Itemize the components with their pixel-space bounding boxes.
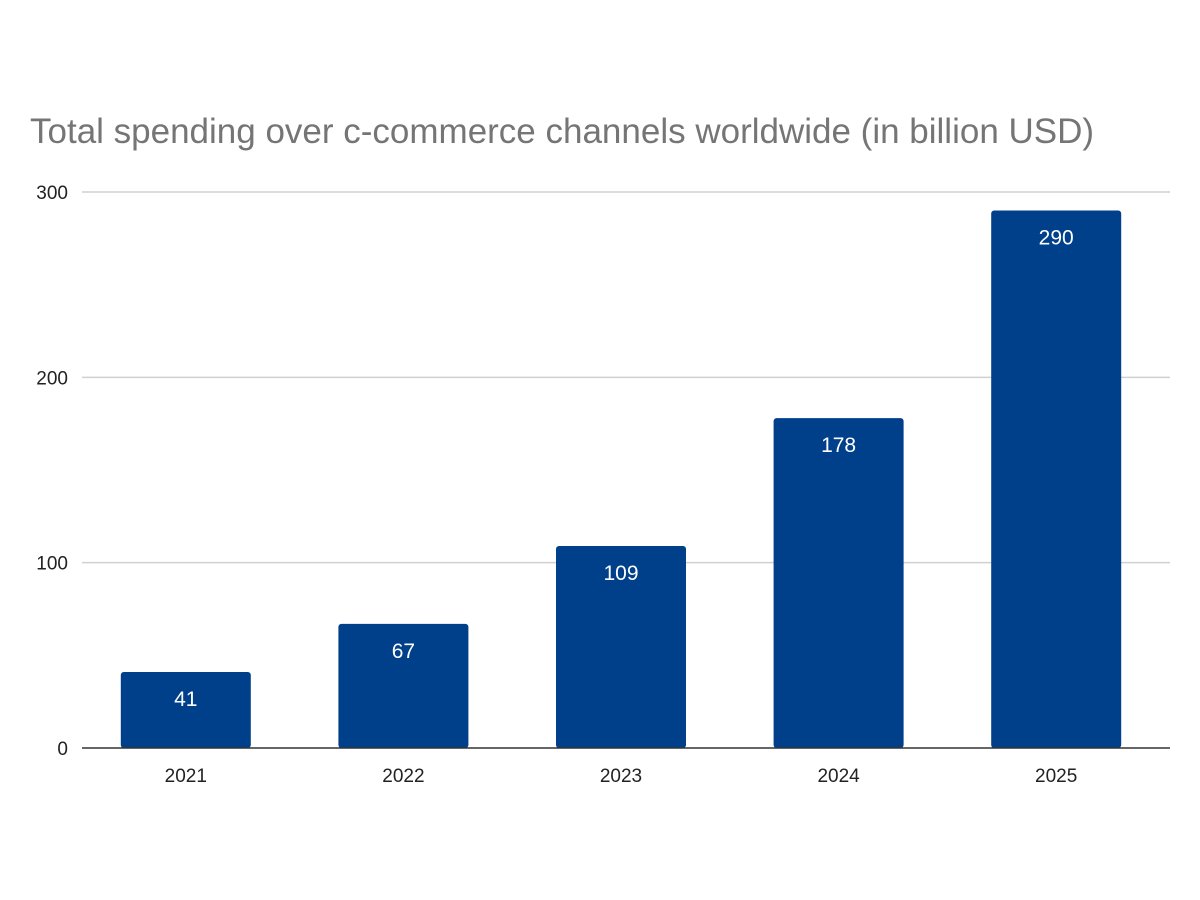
y-tick-label: 0	[57, 739, 68, 760]
bar-2023	[556, 545, 686, 748]
x-tick-label: 2023	[600, 766, 642, 787]
y-axis-ticks: 0 100 200 300	[36, 183, 68, 760]
bar-value-label: 67	[392, 640, 415, 663]
bar-value-label: 109	[603, 562, 638, 585]
y-tick-label: 300	[36, 183, 68, 204]
bar-value-label: 290	[1039, 227, 1074, 250]
bar-2025	[991, 210, 1122, 749]
bar-data-labels: 41 67 109 178 290	[174, 227, 1074, 711]
bar-2024	[773, 418, 904, 748]
x-axis-ticks: 2021 2022 2023 2024 2025	[165, 766, 1078, 787]
chart-title: Total spending over c-commerce channels …	[30, 112, 1095, 151]
x-tick-label: 2024	[817, 766, 860, 787]
x-tick-label: 2025	[1035, 766, 1077, 787]
y-tick-label: 200	[36, 368, 68, 389]
bar-value-label: 41	[174, 688, 197, 711]
bars	[120, 210, 1122, 749]
bar-2021	[120, 672, 251, 748]
x-tick-label: 2021	[165, 766, 207, 787]
bar-value-label: 178	[821, 434, 856, 457]
x-tick-label: 2022	[382, 766, 424, 787]
y-tick-label: 100	[36, 554, 68, 575]
bar-2022	[338, 623, 469, 748]
